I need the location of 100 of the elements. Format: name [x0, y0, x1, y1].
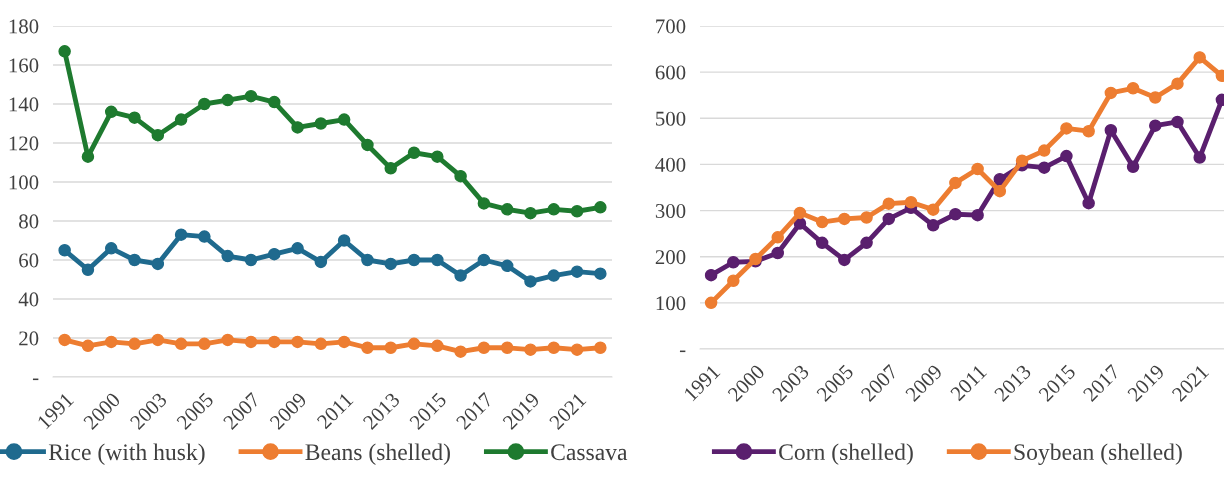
point	[524, 206, 537, 220]
point	[407, 253, 421, 267]
point	[268, 95, 281, 109]
point	[949, 176, 962, 190]
y-tick-label: 140	[9, 97, 39, 112]
point	[454, 345, 467, 358]
y-tick-label: 100	[9, 175, 39, 190]
point	[815, 215, 829, 229]
point	[1015, 154, 1029, 167]
x-tick-label: 1991	[683, 364, 721, 402]
point	[174, 337, 188, 351]
point	[384, 341, 397, 355]
legend-label: Cassava	[551, 444, 628, 461]
legend-label: Beans (shelled)	[305, 443, 450, 465]
point	[771, 246, 784, 260]
point	[291, 242, 304, 255]
point	[838, 212, 851, 226]
point	[993, 184, 1007, 198]
point	[244, 253, 258, 267]
point	[594, 201, 607, 214]
point	[1193, 51, 1206, 64]
point	[361, 341, 374, 355]
point	[221, 333, 234, 347]
point	[58, 45, 71, 58]
x-tick-label: 1991	[36, 392, 75, 430]
point	[58, 243, 71, 257]
y-tick-label: 180	[9, 19, 39, 34]
point	[570, 265, 584, 278]
y-tick-label: 40	[18, 292, 39, 307]
point	[431, 253, 444, 267]
point	[594, 341, 607, 355]
point	[570, 343, 584, 356]
point	[198, 230, 211, 243]
point	[882, 212, 896, 226]
point	[81, 339, 95, 353]
point	[838, 253, 851, 267]
point	[882, 197, 896, 210]
point	[1193, 151, 1206, 164]
y-tick-label: 500	[656, 111, 686, 126]
point	[1082, 124, 1095, 138]
point	[174, 113, 188, 126]
point	[244, 89, 258, 103]
point	[221, 249, 234, 263]
point	[771, 231, 784, 244]
point	[500, 203, 514, 216]
point	[1104, 124, 1118, 137]
point	[244, 335, 258, 349]
point	[570, 204, 584, 218]
point	[104, 335, 118, 349]
point	[128, 337, 141, 351]
point	[904, 196, 918, 209]
point	[81, 150, 95, 163]
point	[431, 150, 444, 163]
legend-label: Soybean (shelled)	[1014, 443, 1182, 465]
point	[291, 335, 304, 349]
point	[291, 121, 304, 134]
y-tick-label: -	[32, 378, 39, 381]
point	[704, 296, 718, 310]
point	[1171, 115, 1184, 129]
y-tick-label: 20	[19, 331, 39, 346]
point	[1126, 160, 1140, 173]
y-tick-label: 160	[9, 58, 39, 73]
legend-label: Corn (shelled)	[779, 443, 913, 465]
point	[926, 219, 940, 232]
y-tick-label: 60	[19, 253, 39, 268]
point	[993, 172, 1007, 186]
point	[337, 335, 351, 349]
point	[268, 335, 281, 349]
point	[407, 337, 421, 351]
point	[860, 236, 873, 250]
point	[174, 228, 188, 241]
point	[314, 255, 328, 269]
y-tick-label: -	[679, 350, 686, 353]
legend-label: Rice (with husk)	[48, 443, 205, 465]
point	[1126, 82, 1140, 95]
point	[151, 128, 165, 142]
point	[793, 206, 807, 220]
x-tick-label: 2011	[316, 392, 354, 430]
point	[384, 257, 397, 271]
point	[926, 203, 940, 216]
point	[500, 259, 514, 273]
point	[104, 105, 118, 119]
y-tick-label: 200	[655, 250, 686, 265]
point	[268, 247, 281, 261]
point	[524, 343, 537, 356]
point	[547, 269, 561, 282]
y-tick-label: 600	[655, 65, 686, 80]
point	[1171, 77, 1184, 90]
point	[407, 146, 421, 160]
point	[314, 337, 328, 351]
point	[151, 333, 165, 347]
point	[477, 197, 491, 210]
point	[547, 203, 561, 216]
point	[949, 208, 962, 221]
point	[361, 138, 374, 152]
point	[198, 97, 211, 111]
point	[1149, 119, 1162, 132]
y-tick-label: 100	[656, 296, 686, 311]
point	[337, 113, 351, 126]
point	[361, 253, 374, 267]
